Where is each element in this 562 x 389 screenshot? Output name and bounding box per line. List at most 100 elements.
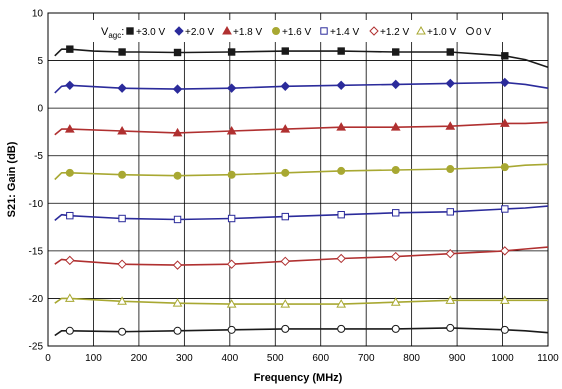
x-axis-ticks: 0 100 200 300 400 500 600 700 800 900 1000 1100 (45, 353, 559, 364)
data-point (173, 171, 182, 180)
legend-label: +1.2 V (380, 27, 410, 38)
data-point (117, 83, 127, 93)
plot-area (47, 12, 549, 347)
legend-marker (174, 26, 184, 36)
legend-items: +3.0 V +2.0 V +1.8 V +1.6 V +1.4 V +1.2 V +1.0… (126, 25, 491, 38)
x-tick-label: 600 (312, 353, 329, 364)
data-point (500, 77, 510, 88)
series-line (54, 121, 549, 136)
series-0 (54, 45, 549, 68)
data-point (226, 83, 237, 93)
series-5 (54, 246, 549, 270)
y-tick-label: -20 (29, 294, 44, 305)
data-point (391, 165, 400, 174)
series-4 (54, 205, 549, 224)
y-tick-label: -15 (29, 246, 44, 257)
series-line (54, 48, 549, 68)
data-point (226, 125, 237, 135)
data-point (227, 214, 236, 223)
data-point (227, 48, 236, 56)
series-line (54, 327, 549, 337)
data-point (281, 212, 289, 221)
data-point (391, 324, 400, 333)
x-tick-label: 200 (131, 353, 148, 364)
data-point (500, 246, 510, 256)
data-point (227, 325, 236, 334)
x-tick-label: 100 (85, 353, 102, 364)
x-tick-label: 700 (358, 353, 375, 364)
data-point (446, 208, 454, 216)
x-tick-label: 0 (45, 353, 51, 364)
data-point (118, 48, 126, 56)
data-point (391, 79, 401, 90)
data-point (64, 124, 75, 133)
data-point (337, 47, 345, 55)
series-6 (54, 293, 548, 308)
series-3 (54, 163, 549, 181)
data-point (336, 122, 347, 131)
data-point (500, 325, 509, 334)
data-point (65, 80, 75, 91)
x-tick-label: 1100 (537, 353, 559, 364)
x-axis-title: Frequency (MHz) (254, 372, 343, 384)
x-tick-label: 500 (267, 353, 284, 364)
x-tick-label: 800 (403, 353, 420, 364)
x-tick-label: 400 (221, 353, 238, 364)
data-point (172, 127, 183, 137)
data-point (65, 255, 75, 266)
data-point (445, 295, 456, 304)
grid-lines (47, 12, 549, 347)
legend-title: Vagc: (101, 26, 124, 40)
legend-marker (272, 27, 280, 35)
y-axis-ticks: 10 5 0 -5 -10 -15 -20 -25 (29, 9, 44, 353)
series-line (54, 246, 549, 266)
data-point (501, 205, 509, 213)
data-point (280, 256, 290, 267)
series-line (54, 205, 549, 222)
data-point (65, 168, 74, 177)
y-tick-label: 5 (37, 56, 43, 67)
data-point (227, 170, 236, 179)
data-point (226, 299, 237, 308)
data-point (499, 118, 510, 127)
data-point (281, 168, 290, 177)
legend-title-colon: : (121, 26, 124, 38)
series-1 (54, 77, 549, 94)
data-point (337, 211, 345, 219)
data-point (172, 298, 183, 307)
data-point (173, 48, 182, 57)
x-tick-label: 300 (176, 353, 193, 364)
data-point (117, 259, 127, 269)
data-point (281, 47, 289, 55)
data-point (118, 214, 126, 223)
data-point (173, 326, 182, 335)
data-point (446, 323, 455, 332)
series-layer (54, 45, 549, 337)
legend-marker (369, 26, 379, 36)
legend-label: +1.0 V (427, 27, 457, 38)
data-point (446, 48, 454, 56)
legend-marker (320, 27, 328, 35)
data-point (172, 84, 183, 94)
x-tick-label: 1000 (491, 353, 514, 364)
data-point (336, 80, 346, 91)
y-axis-title: S21: Gain (dB) (6, 141, 18, 217)
legend-label: +3.0 V (136, 27, 166, 38)
data-point (118, 170, 127, 179)
data-point (280, 124, 291, 133)
data-point (280, 299, 291, 308)
series-line (54, 297, 548, 305)
data-point (64, 293, 75, 302)
y-tick-label: 0 (37, 104, 43, 115)
data-point (445, 121, 456, 130)
data-point (281, 324, 290, 333)
data-point (337, 166, 346, 175)
data-point (499, 295, 510, 304)
y-tick-label: -10 (29, 199, 44, 210)
legend-label: 0 V (476, 27, 491, 38)
data-point (501, 52, 509, 60)
legend-title-v: V (101, 26, 109, 38)
y-tick-label: -25 (29, 342, 44, 353)
x-tick-label: 900 (449, 353, 466, 364)
